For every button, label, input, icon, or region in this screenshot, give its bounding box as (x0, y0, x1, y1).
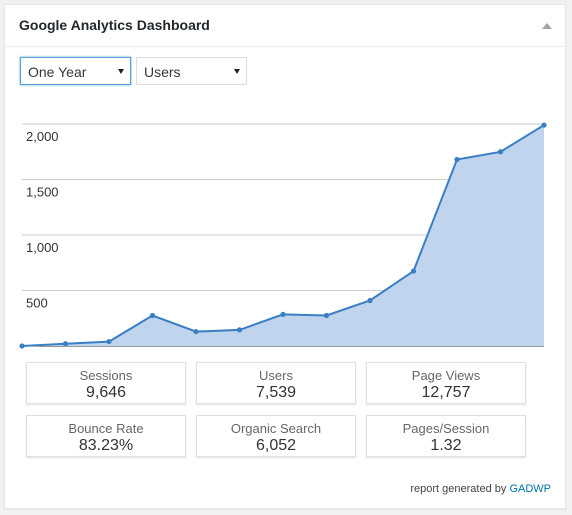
data-point (410, 268, 417, 274)
chevron-down-icon (118, 69, 124, 74)
chart-points (19, 122, 547, 349)
data-point (497, 149, 504, 155)
footer-text: report generated by (410, 483, 510, 495)
collapse-toggle-icon[interactable] (542, 23, 552, 29)
stat-value: 83.23% (78, 437, 134, 454)
y-tick-label: 1,500 (26, 185, 59, 200)
stat-label: Pages/Session (402, 421, 490, 436)
data-point (106, 338, 112, 345)
data-point (62, 341, 69, 347)
stat-pages-per-session: Pages/Session 1.32 (366, 415, 526, 457)
stat-users: Users 7,539 (196, 362, 356, 404)
stat-bounce-rate: Bounce Rate 83.23% (26, 415, 186, 457)
stat-value: 12,757 (421, 384, 471, 401)
y-tick-label: 2,000 (26, 129, 59, 144)
stat-value: 7,539 (255, 384, 297, 401)
stat-label: Organic Search (230, 421, 322, 436)
chart-tick-labels: 500 1,000 1,500 2,000 (26, 129, 59, 311)
stat-label: Sessions (79, 368, 133, 383)
data-point (323, 312, 330, 319)
gadwp-link[interactable]: GADWP (509, 483, 551, 495)
chevron-down-icon (234, 69, 240, 74)
data-point (149, 312, 156, 319)
stat-value: 9,646 (85, 384, 127, 401)
stat-sessions: Sessions 9,646 (26, 362, 186, 404)
data-point (367, 297, 373, 304)
period-select-value: One Year (28, 64, 87, 80)
series-area-fill (22, 125, 544, 346)
stat-label: Users (259, 368, 293, 383)
stat-value: 6,052 (255, 437, 297, 454)
metric-select[interactable]: Users (136, 57, 247, 85)
widget-header: Google Analytics Dashboard (5, 5, 565, 47)
users-area-chart: 500 1,000 1,500 2,000 (19, 122, 547, 349)
data-point (280, 311, 286, 317)
data-point (541, 122, 547, 128)
data-point (19, 343, 25, 349)
report-footer: report generated by GADWP (410, 483, 551, 495)
data-point (454, 156, 460, 163)
stat-label: Page Views (411, 368, 481, 383)
stat-label: Bounce Rate (68, 421, 144, 436)
analytics-widget: Google Analytics Dashboard One Year User… (4, 4, 566, 509)
stat-page-views: Page Views 12,757 (366, 362, 526, 404)
stat-value: 1.32 (430, 437, 462, 454)
period-select[interactable]: One Year (20, 57, 131, 85)
stat-organic-search: Organic Search 6,052 (196, 415, 356, 457)
y-tick-label: 1,000 (26, 240, 59, 255)
widget-title: Google Analytics Dashboard (19, 17, 210, 33)
metric-select-value: Users (144, 64, 181, 80)
data-point (236, 327, 243, 333)
y-tick-label: 500 (26, 296, 48, 311)
data-point (193, 328, 199, 335)
